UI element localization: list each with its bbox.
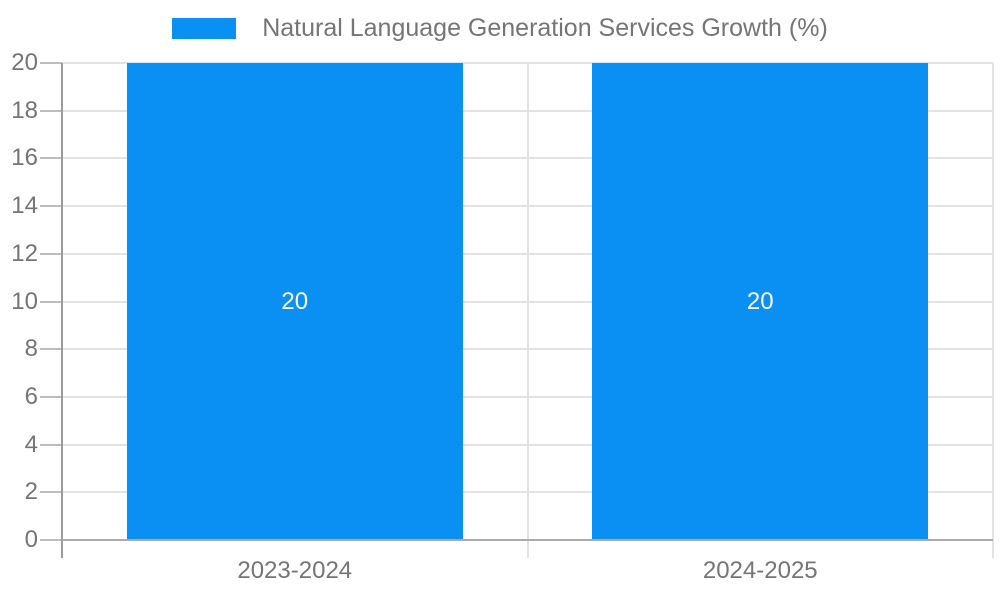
y-tick-label: 2	[24, 478, 38, 506]
y-tick-label: 0	[24, 526, 38, 553]
y-tick-mark	[40, 443, 62, 446]
category-boundary-line	[992, 63, 994, 558]
y-tick-mark	[40, 157, 62, 160]
y-tick-mark	[40, 539, 62, 541]
y-tick-mark	[40, 300, 62, 303]
bar-value-label: 20	[281, 287, 309, 315]
x-axis-line	[62, 539, 993, 541]
y-tick-label: 14	[11, 192, 38, 220]
y-tick-mark	[40, 491, 62, 494]
y-tick-mark	[40, 62, 62, 64]
bar[interactable]	[592, 63, 929, 540]
y-tick-label: 8	[24, 335, 38, 363]
x-tick-label: 2023-2024	[237, 557, 353, 584]
y-tick-mark	[40, 395, 62, 398]
y-tick-label: 12	[11, 239, 38, 267]
x-tick-label: 2024-2025	[702, 557, 818, 584]
chart-legend[interactable]: Natural Language Generation Services Gro…	[0, 14, 1000, 43]
bar[interactable]	[126, 63, 463, 540]
y-tick-mark	[40, 348, 62, 351]
y-tick-label: 6	[24, 382, 38, 410]
legend-swatch-icon	[172, 18, 237, 39]
category-boundary-line	[526, 63, 529, 558]
y-tick-label: 16	[11, 144, 38, 172]
y-tick-label: 10	[11, 287, 38, 315]
y-tick-mark	[40, 109, 62, 112]
y-tick-label: 4	[24, 430, 38, 458]
y-tick-mark	[40, 252, 62, 255]
y-axis-line	[61, 63, 63, 558]
bar-value-label: 20	[746, 287, 774, 315]
y-tick-mark	[40, 205, 62, 208]
y-tick-label: 20	[11, 49, 38, 76]
y-tick-label: 18	[11, 96, 38, 124]
legend-label: Natural Language Generation Services Gro…	[262, 14, 828, 42]
